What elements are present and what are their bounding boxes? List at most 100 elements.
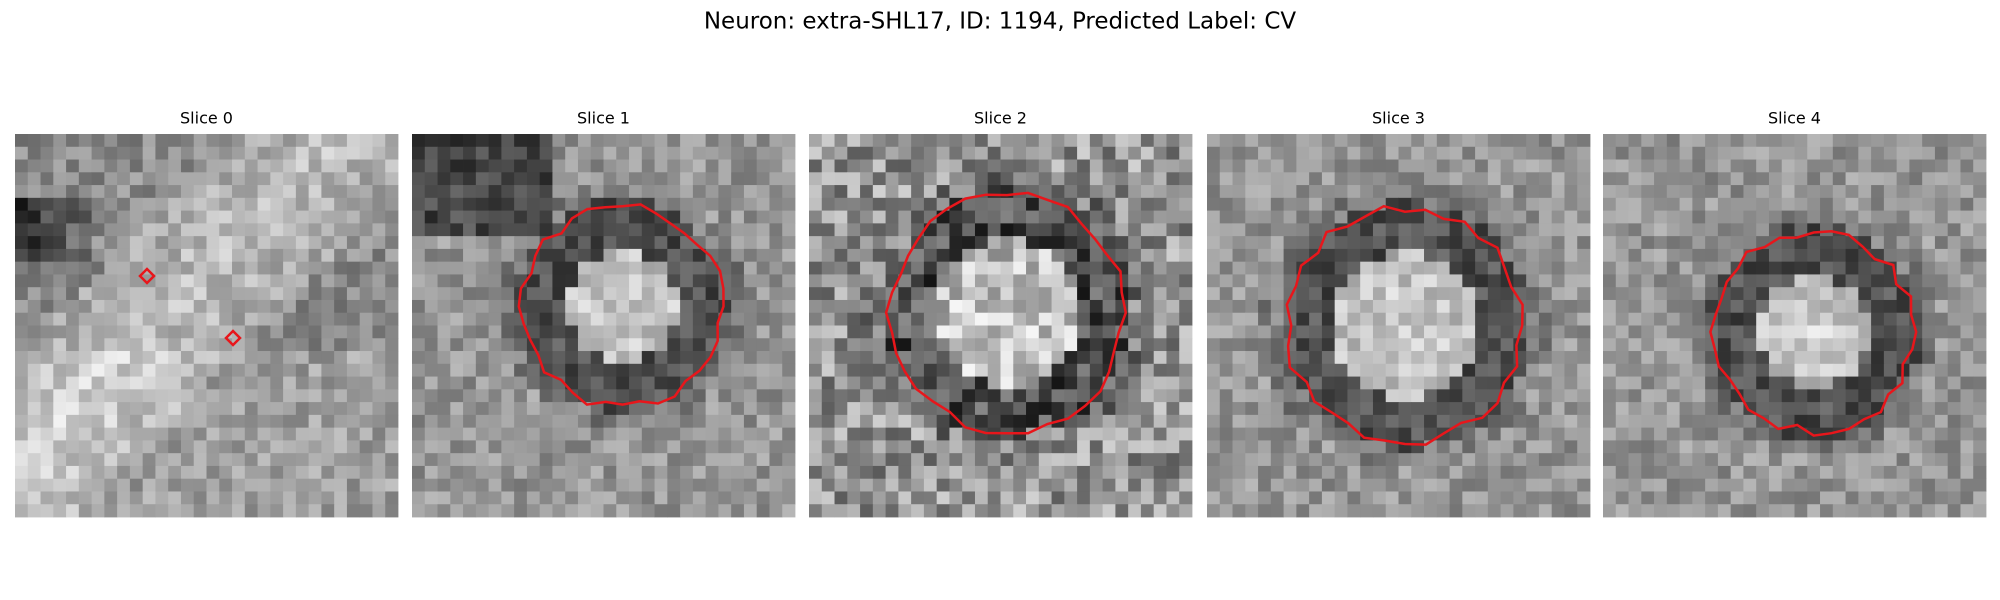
pixel xyxy=(1270,223,1284,237)
pixel xyxy=(1026,376,1040,390)
pixel xyxy=(898,312,912,326)
pixel xyxy=(1140,402,1155,416)
pixel xyxy=(1436,236,1450,250)
pixel xyxy=(1666,223,1680,237)
pixel xyxy=(334,402,348,416)
pixel xyxy=(782,146,796,160)
pixel xyxy=(104,414,118,429)
pixel xyxy=(1730,299,1744,314)
pixel xyxy=(1449,440,1463,454)
pixel xyxy=(168,338,182,352)
pixel xyxy=(769,172,783,186)
pixel xyxy=(616,185,630,199)
pixel xyxy=(949,389,963,403)
pixel xyxy=(756,146,770,160)
pixel xyxy=(603,223,617,237)
pixel xyxy=(295,478,310,492)
pixel xyxy=(1038,376,1052,390)
pixel xyxy=(283,146,297,160)
pixel xyxy=(974,146,989,160)
pixel xyxy=(412,491,426,505)
pixel xyxy=(1820,363,1834,377)
pixel xyxy=(1730,465,1744,480)
pixel xyxy=(1128,159,1142,173)
pixel xyxy=(1026,414,1040,429)
pixel xyxy=(1115,351,1129,365)
pixel xyxy=(1398,210,1412,224)
pixel xyxy=(1883,159,1898,173)
pixel xyxy=(936,453,950,467)
pixel xyxy=(1166,465,1180,480)
pixel xyxy=(270,223,284,237)
pixel xyxy=(1270,274,1284,288)
pixel xyxy=(1026,491,1040,505)
pixel xyxy=(1641,389,1655,403)
pixel xyxy=(463,478,477,492)
pixel xyxy=(78,223,92,237)
pixel xyxy=(321,172,335,186)
pixel xyxy=(1603,146,1617,160)
pixel xyxy=(756,261,770,275)
pixel xyxy=(142,185,156,199)
pixel xyxy=(1603,351,1617,365)
pixel xyxy=(769,248,783,263)
pixel xyxy=(860,223,874,237)
pixel xyxy=(847,402,861,416)
pixel xyxy=(501,312,515,326)
pixel xyxy=(629,351,643,365)
pixel xyxy=(1128,478,1142,492)
pixel xyxy=(501,389,515,403)
pixel xyxy=(1000,236,1014,250)
pixel xyxy=(1475,325,1489,339)
pixel xyxy=(219,299,233,314)
pixel xyxy=(834,287,848,301)
pixel xyxy=(1051,210,1065,224)
pixel xyxy=(168,312,182,326)
pixel xyxy=(667,210,681,224)
pixel xyxy=(1360,223,1374,237)
pixel xyxy=(437,338,451,352)
pixel xyxy=(1245,210,1259,224)
pixel xyxy=(1883,325,1898,339)
pixel xyxy=(680,453,694,467)
pixel xyxy=(769,197,783,211)
pixel xyxy=(1309,210,1323,224)
pixel xyxy=(641,236,655,250)
pixel xyxy=(782,363,796,377)
pixel xyxy=(1385,389,1399,403)
pixel xyxy=(244,338,258,352)
pixel xyxy=(1475,491,1489,505)
pixel xyxy=(193,465,207,480)
pixel xyxy=(654,146,668,160)
pixel xyxy=(1768,172,1783,186)
pixel xyxy=(155,504,169,518)
pixel xyxy=(1526,504,1540,518)
pixel xyxy=(424,146,438,160)
pixel xyxy=(450,338,464,352)
pixel xyxy=(1934,338,1949,352)
pixel xyxy=(590,172,604,186)
pixel xyxy=(1564,440,1578,454)
pixel xyxy=(475,478,489,492)
pixel xyxy=(1577,287,1591,301)
pixel xyxy=(1730,389,1744,403)
pixel xyxy=(1564,287,1578,301)
pixel xyxy=(1705,287,1719,301)
pixel xyxy=(15,465,29,480)
pixel xyxy=(1832,299,1846,314)
pixel xyxy=(257,146,271,160)
pixel xyxy=(1551,427,1565,441)
pixel xyxy=(1500,338,1514,352)
pixel xyxy=(308,402,322,416)
pixel xyxy=(1538,478,1553,492)
pixel xyxy=(270,185,284,199)
pixel xyxy=(1436,146,1450,160)
pixel xyxy=(1883,236,1898,250)
pixel xyxy=(270,261,284,275)
pixel xyxy=(1666,402,1680,416)
pixel xyxy=(1385,427,1399,441)
pixel xyxy=(718,338,732,352)
pixel xyxy=(1270,427,1284,441)
pixel xyxy=(1641,351,1655,365)
pixel xyxy=(1654,465,1668,480)
